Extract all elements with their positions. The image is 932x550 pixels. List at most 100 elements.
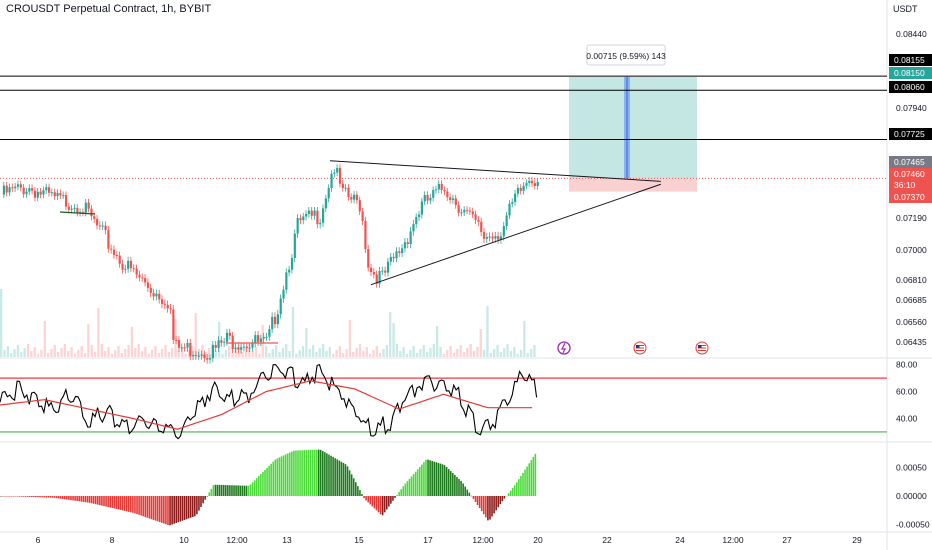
- candle: [288, 265, 291, 277]
- histogram-bar: [183, 496, 186, 520]
- histogram-bar: [305, 450, 308, 496]
- candle: [81, 208, 85, 217]
- price-label-stop: 0.07370: [894, 192, 925, 202]
- candle-body: [259, 338, 263, 342]
- histogram-bar: [462, 483, 464, 496]
- candle: [454, 194, 457, 209]
- candle: [418, 210, 421, 222]
- candle-body: [418, 214, 421, 218]
- candle-body: [474, 214, 477, 220]
- candle: [228, 328, 231, 340]
- candle-body: [457, 205, 460, 213]
- candle-body: [497, 236, 500, 240]
- histogram-bar: [491, 496, 493, 517]
- candle-body: [121, 263, 124, 270]
- histogram-bar: [390, 496, 392, 504]
- candle: [223, 337, 226, 347]
- candle: [302, 212, 305, 225]
- volume-bar: [218, 322, 221, 357]
- candle-body: [446, 191, 449, 198]
- volume-bar: [36, 354, 40, 357]
- candle-body: [440, 183, 443, 190]
- candle-body: [288, 269, 291, 273]
- candle-body: [16, 184, 20, 187]
- candle-body: [251, 343, 254, 348]
- candle: [129, 256, 133, 273]
- candle: [409, 227, 412, 249]
- candle-body: [282, 289, 285, 299]
- volume-bar: [23, 348, 26, 357]
- time-tick-label: 10: [179, 535, 189, 545]
- candle: [367, 244, 370, 272]
- histogram-bar: [530, 460, 533, 496]
- candle: [319, 218, 322, 229]
- histogram-bar: [103, 496, 105, 507]
- candle: [313, 206, 316, 220]
- volume-bar: [288, 351, 291, 357]
- histogram-bar: [10, 496, 12, 497]
- candle-body: [364, 220, 367, 250]
- histogram-bar: [466, 489, 469, 496]
- volume-bar: [482, 350, 486, 357]
- candle-body: [225, 332, 229, 342]
- volume-bar: [20, 352, 23, 357]
- candle-body: [437, 183, 440, 190]
- histogram-bar: [266, 467, 268, 496]
- candle: [443, 186, 446, 196]
- candle-body: [460, 212, 463, 214]
- volume-bar: [278, 352, 281, 357]
- time-tick-label: 12:00: [226, 535, 248, 545]
- candle: [271, 312, 274, 334]
- volume-bar: [46, 353, 50, 357]
- candle: [386, 257, 390, 277]
- candle-body: [149, 287, 152, 293]
- histogram-bar: [14, 496, 17, 497]
- volume-bar: [254, 347, 258, 357]
- histogram-bar: [330, 455, 332, 496]
- histogram-bar: [497, 496, 500, 508]
- candle-body: [152, 292, 155, 297]
- candle: [209, 354, 212, 364]
- candle: [107, 225, 110, 253]
- candle: [158, 289, 161, 304]
- candle-body: [237, 347, 240, 350]
- candle-body: [415, 217, 418, 225]
- volume-bar: [268, 353, 271, 357]
- candle-body: [141, 277, 144, 279]
- candle: [389, 252, 392, 266]
- histogram-bar: [456, 476, 458, 496]
- volume-bar: [238, 345, 241, 357]
- histogram-bar: [520, 475, 522, 496]
- histogram-bar: [78, 496, 81, 502]
- histogram-bar: [274, 459, 277, 496]
- candle-body: [110, 248, 113, 250]
- histogram-bar: [338, 460, 341, 496]
- histogram-bar: [177, 496, 180, 523]
- histogram-tick-label: 0.00000: [896, 491, 927, 501]
- histogram-bar: [313, 449, 316, 496]
- histogram-bar: [107, 496, 109, 508]
- candle: [39, 188, 42, 199]
- histogram-bar: [334, 458, 336, 496]
- histogram-bar: [480, 496, 483, 512]
- candle-body: [420, 201, 424, 215]
- histogram-bar: [315, 449, 318, 496]
- candle-body: [530, 180, 534, 184]
- histogram-bar: [173, 496, 175, 524]
- volume-bar: [315, 352, 318, 357]
- candle: [378, 266, 381, 288]
- volume-bar: [432, 344, 435, 357]
- histogram-bar: [200, 496, 202, 507]
- candle: [474, 210, 477, 225]
- price-label-box-level: [889, 54, 932, 66]
- volume-bar: [150, 350, 154, 357]
- volume-bar: [184, 354, 187, 357]
- flag-us-icon: [633, 341, 647, 355]
- histogram-bar: [493, 496, 495, 514]
- candle: [2, 181, 6, 199]
- candle-body: [240, 347, 243, 350]
- price-tick-label: 0.07000: [896, 245, 927, 255]
- candle-body: [505, 215, 508, 227]
- candle-body: [96, 218, 99, 226]
